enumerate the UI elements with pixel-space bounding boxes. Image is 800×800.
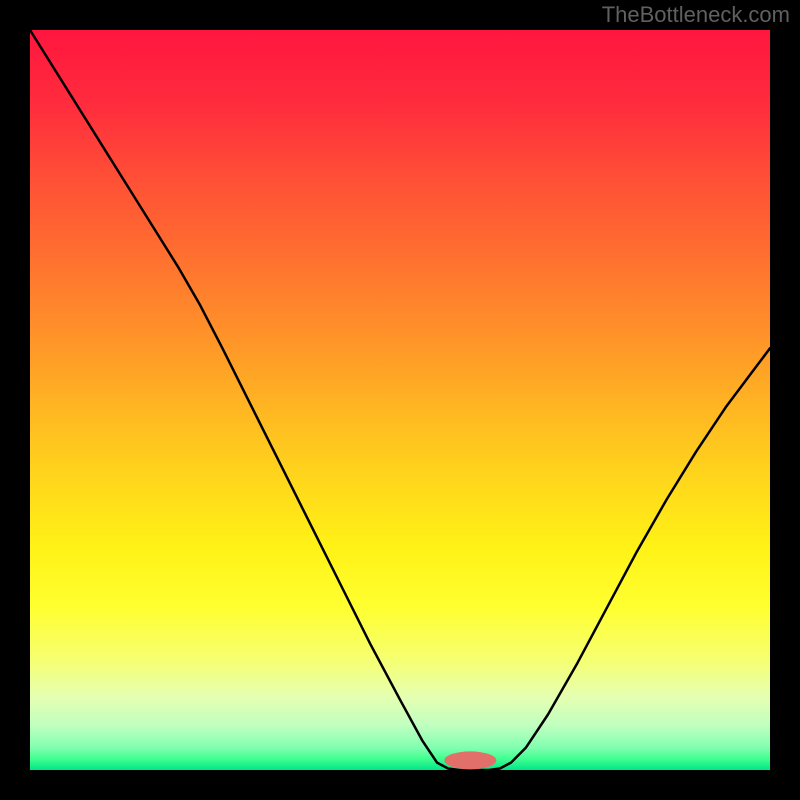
chart-container: TheBottleneck.com [0, 0, 800, 800]
bottleneck-chart [0, 0, 800, 800]
optimal-marker [444, 751, 496, 769]
plot-background [30, 30, 770, 770]
